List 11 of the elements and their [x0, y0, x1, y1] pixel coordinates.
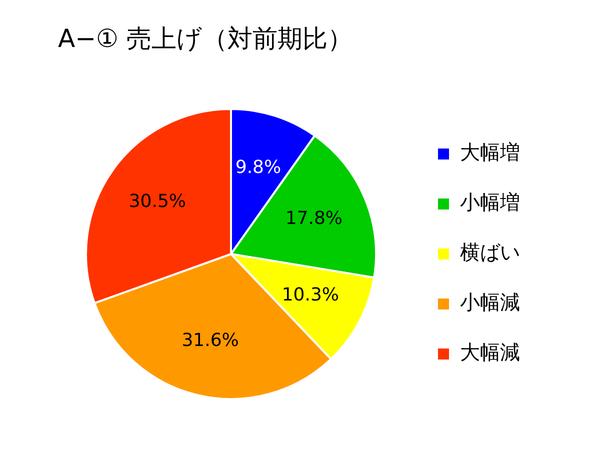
- chart-title: A−① 売上げ（対前期比）: [58, 23, 352, 55]
- legend-label: 大幅増: [460, 140, 520, 164]
- legend-label: 横ばい: [460, 240, 520, 264]
- data-label: 31.6%: [182, 330, 239, 352]
- legend-label: 小幅増: [460, 190, 520, 214]
- data-label: 17.8%: [285, 208, 343, 230]
- data-label: 30.5%: [128, 190, 186, 212]
- data-label: 10.3%: [282, 284, 340, 306]
- legend-label: 小幅減: [460, 290, 520, 314]
- legend-label: 大幅減: [460, 340, 520, 364]
- data-label: 9.8%: [235, 157, 282, 178]
